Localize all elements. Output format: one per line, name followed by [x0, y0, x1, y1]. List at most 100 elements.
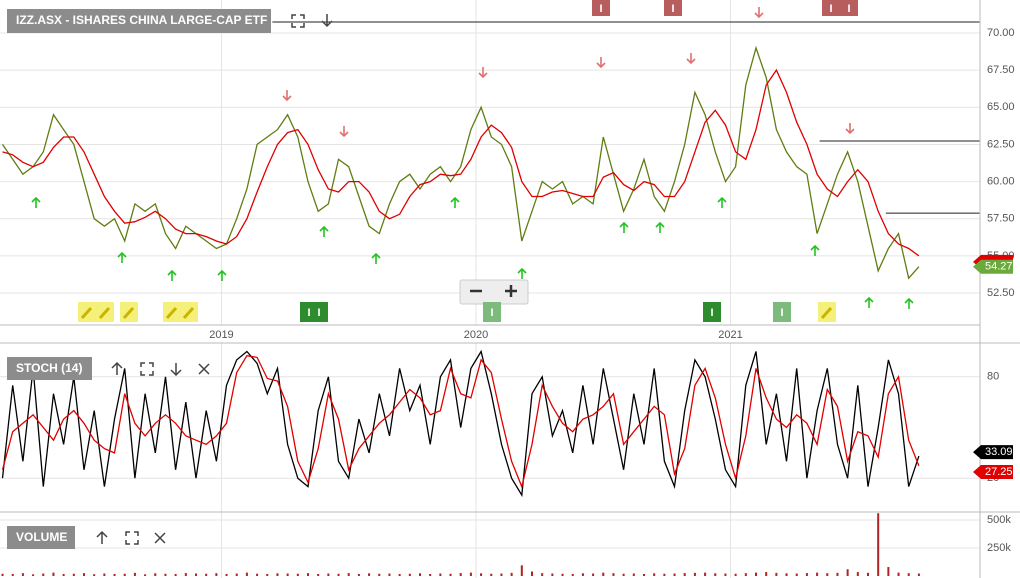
volume-bar: [123, 573, 126, 576]
volume-bar: [52, 572, 55, 576]
y-tick-label: 67.50: [987, 64, 1015, 76]
volume-bar: [32, 574, 35, 576]
event-badge-label: I: [829, 3, 832, 15]
down-icon[interactable]: [321, 14, 333, 28]
close-icon[interactable]: [154, 532, 166, 544]
buy-arrow: [31, 196, 41, 208]
volume-bar: [917, 573, 920, 576]
volume-bar: [673, 573, 676, 576]
volume-bar: [93, 574, 96, 576]
volume-bar: [785, 573, 788, 576]
volume-bar: [653, 573, 656, 576]
volume-bar: [419, 573, 421, 576]
volume-bar: [683, 573, 686, 576]
volume-bar: [469, 572, 472, 576]
volume-bar: [744, 573, 747, 576]
volume-bar: [581, 573, 584, 576]
series-line: [1, 349, 920, 498]
up-icon[interactable]: [111, 361, 123, 375]
sell-arrow: [596, 57, 606, 69]
volume-bar: [225, 573, 228, 576]
volume-bar: [235, 573, 238, 576]
volume-bar: [490, 573, 493, 576]
volume-bar: [643, 573, 645, 576]
volume-bar: [62, 573, 65, 576]
buy-arrow: [864, 296, 874, 308]
volume-bar: [449, 573, 452, 576]
volume-bar: [520, 565, 523, 576]
buy-arrow: [904, 297, 914, 309]
volume-bar: [327, 573, 330, 576]
buy-arrow: [810, 244, 820, 256]
buy-arrow: [517, 267, 527, 279]
volume-bar: [795, 573, 798, 576]
down-icon[interactable]: [170, 363, 182, 377]
volume-bar: [592, 573, 595, 576]
volume-bar: [704, 572, 707, 576]
volume-bar: [174, 573, 177, 576]
volume-bar: [215, 573, 218, 576]
volume-bar: [256, 573, 259, 576]
note-icon-pen: [820, 306, 833, 320]
zoom-in-button[interactable]: [505, 285, 517, 297]
y-tick-label: 62.50: [987, 138, 1015, 150]
series-line: [1, 45, 920, 280]
volume-bar: [286, 573, 289, 576]
volume-bar: [856, 572, 859, 576]
volume-bar: [317, 573, 320, 576]
x-tick-label: 2020: [464, 329, 488, 341]
last-value-label: 27.25: [985, 466, 1013, 478]
volume-bar: [480, 573, 483, 576]
volume-bar: [724, 573, 727, 576]
volume-bar: [714, 573, 717, 576]
buy-arrow: [167, 269, 177, 281]
maximize-icon[interactable]: [140, 362, 154, 376]
sell-arrow: [282, 90, 292, 102]
volume-bar: [276, 573, 279, 576]
y-tick-label: 70.00: [987, 27, 1015, 39]
y-tick-label: 60.00: [987, 176, 1015, 188]
event-badge-label: I: [490, 307, 493, 319]
maximize-icon[interactable]: [125, 531, 139, 545]
volume-bar: [133, 572, 136, 576]
maximize-icon[interactable]: [291, 14, 305, 28]
volume-bar: [632, 573, 635, 576]
volume-bar: [867, 572, 869, 576]
volume-bar: [205, 573, 208, 576]
up-icon[interactable]: [96, 530, 108, 544]
volume-bar: [846, 569, 849, 576]
volume-bar: [154, 573, 157, 576]
volume-bar: [612, 573, 615, 576]
volume-bar: [72, 573, 75, 576]
series-line: [2, 68, 920, 257]
volume-bar: [663, 573, 666, 576]
volume-bar: [347, 573, 350, 576]
volume-bar: [184, 573, 187, 576]
volume-bar: [805, 573, 808, 576]
volume-bar: [887, 567, 890, 576]
y-tick-label: 500k: [987, 514, 1011, 526]
event-badge-label: I: [599, 3, 602, 15]
panel-title: STOCH (14): [16, 361, 82, 375]
event-badge-label: I: [671, 3, 674, 15]
sell-arrow: [339, 126, 349, 138]
volume-bar: [734, 573, 737, 576]
sell-arrow: [478, 67, 488, 79]
close-icon[interactable]: [198, 363, 210, 375]
volume-bar: [388, 573, 391, 576]
buy-arrow: [655, 221, 665, 233]
buy-arrow: [117, 251, 127, 263]
note-icon-pen: [80, 306, 93, 320]
buy-arrow: [371, 252, 381, 264]
last-value-label: 33.09: [985, 446, 1013, 458]
series-line: [1, 354, 920, 489]
volume-bar: [296, 573, 299, 576]
volume-bar: [337, 573, 340, 576]
y-tick-label: 57.50: [987, 213, 1015, 225]
volume-bar: [439, 573, 442, 576]
volume-bar: [500, 573, 503, 576]
note-icon-pen: [182, 306, 195, 320]
panel-label-box: [7, 9, 271, 33]
event-badge: [592, 0, 610, 16]
